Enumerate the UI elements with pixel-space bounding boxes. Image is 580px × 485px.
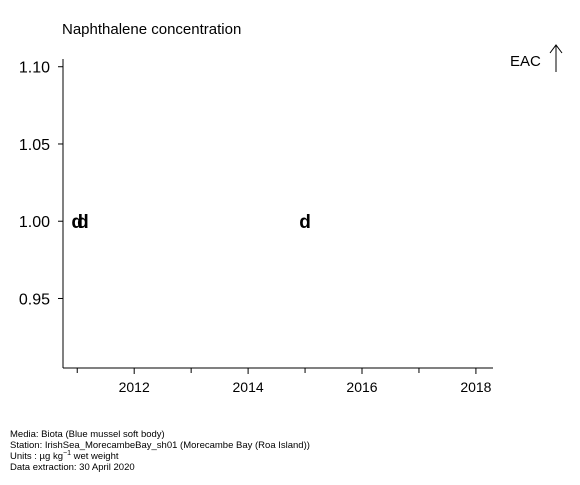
x-tick-label: 2016 <box>346 379 377 395</box>
data-point: d <box>77 212 89 233</box>
x-tick-label: 2018 <box>460 379 491 395</box>
x-tick-label: 2014 <box>233 379 264 395</box>
y-tick-label: 1.00 <box>19 214 50 231</box>
chart-title: Naphthalene concentration <box>62 21 241 38</box>
eac-label: EAC <box>510 53 541 70</box>
x-tick-label: 2012 <box>119 379 150 395</box>
data-point: d <box>299 212 311 233</box>
y-tick-label: 1.05 <box>19 137 50 154</box>
axes: 0.95 1.00 1.05 1.10 2012 2014 2016 2018 <box>19 59 493 395</box>
up-arrow-icon <box>549 44 563 72</box>
y-tick-label: 0.95 <box>19 291 50 308</box>
footer-extraction: Data extraction: 30 April 2020 <box>10 462 135 473</box>
footer-media: Media: Biota (Blue mussel soft body) <box>10 429 165 440</box>
units-suffix: wet weight <box>70 451 119 462</box>
data-marks: dd d <box>71 212 310 233</box>
y-tick-label: 1.10 <box>19 60 50 77</box>
data-point: d <box>71 212 83 233</box>
units-prefix: Units : µg kg <box>10 451 63 462</box>
footer-units: Units : µg kg−1 wet weight <box>10 450 310 462</box>
eac-annotation: EAC <box>510 44 563 72</box>
units-exponent: −1 <box>63 450 71 457</box>
footer-info: Media: Biota (Blue mussel soft body) Sta… <box>10 429 310 473</box>
footer-station: Station: IrishSea_MorecambeBay_sh01 (Mor… <box>10 440 310 451</box>
